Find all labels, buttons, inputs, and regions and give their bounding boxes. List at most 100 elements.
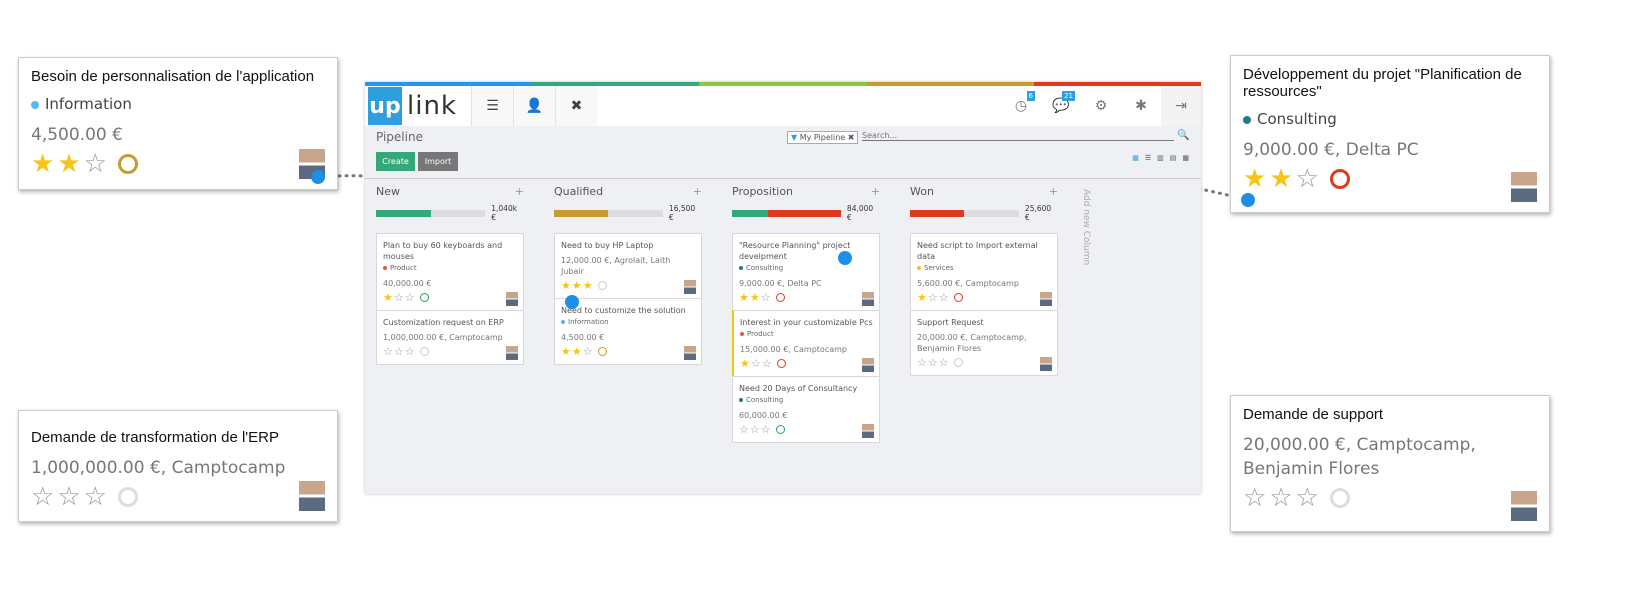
clock-icon[interactable] (117, 154, 138, 174)
chat-icon[interactable]: 💬 21 (1052, 91, 1075, 114)
clock-icon[interactable] (1329, 488, 1350, 508)
star-icon[interactable]: ☆ (393, 291, 404, 304)
star-icon[interactable]: ☆ (1295, 164, 1319, 194)
add-card-icon[interactable]: + (692, 185, 702, 198)
star-icon[interactable]: ☆ (1269, 483, 1293, 513)
gears-icon[interactable]: ⚙ (1094, 98, 1108, 114)
view-icon[interactable]: ▤ (1169, 154, 1177, 162)
view-switcher: ▦ ☰ ▥ ▤ ▦ (1132, 154, 1189, 162)
star-icon[interactable]: ★ (383, 291, 393, 304)
search-input[interactable] (862, 131, 1174, 141)
clock-icon[interactable] (775, 293, 785, 302)
clock-icon[interactable] (419, 347, 429, 356)
clock-icon[interactable] (1329, 169, 1350, 189)
star-icon[interactable]: ☆ (393, 345, 404, 358)
star-icon[interactable]: ☆ (917, 356, 927, 369)
remove-filter-icon[interactable]: ✖ (847, 133, 855, 142)
opportunity-card[interactable]: Plan to buy 60 keyboards and mouses Produ… (376, 233, 524, 311)
clock-icon[interactable] (419, 293, 429, 302)
star-icon[interactable]: ★ (561, 345, 571, 358)
star-icon[interactable]: ☆ (383, 345, 393, 358)
star-icon[interactable]: ★ (561, 279, 571, 292)
clock-icon[interactable] (117, 487, 138, 507)
rating[interactable]: ★ ★ ☆ (739, 291, 873, 304)
star-icon[interactable]: ★ (582, 279, 593, 292)
star-icon[interactable]: ★ (31, 149, 55, 179)
star-icon[interactable]: ★ (739, 291, 749, 304)
rating[interactable]: ★ ★ ☆ (561, 345, 695, 358)
star-icon[interactable]: ☆ (938, 291, 949, 304)
star-icon[interactable]: ★ (57, 149, 81, 179)
rating[interactable]: ☆ ☆ ☆ (31, 482, 325, 512)
view-icon[interactable]: ☰ (1144, 154, 1152, 162)
star-icon[interactable]: ☆ (57, 482, 81, 512)
rating[interactable]: ☆ ☆ ☆ (1243, 483, 1537, 513)
star-icon[interactable]: ☆ (739, 423, 749, 436)
import-button[interactable]: Import (418, 152, 458, 171)
clock-icon[interactable] (776, 359, 786, 368)
clock-icon[interactable] (597, 347, 607, 356)
star-icon[interactable]: ☆ (31, 482, 55, 512)
opportunity-card[interactable]: Need script to Import external data Servi… (910, 233, 1058, 311)
star-icon[interactable]: ☆ (1243, 483, 1267, 513)
star-icon[interactable]: ★ (740, 357, 750, 370)
rating[interactable]: ★ ★ ☆ (31, 149, 325, 179)
opportunity-card[interactable]: "Resource Planning" project develpment Co… (732, 233, 880, 311)
view-icon[interactable]: ▦ (1132, 154, 1139, 162)
star-icon[interactable]: ☆ (1295, 483, 1319, 513)
star-icon[interactable]: ☆ (927, 356, 938, 369)
filter-chip[interactable]: ▼ My Pipeline ✖ (787, 131, 859, 144)
menu-icon[interactable]: ☰ (471, 86, 513, 126)
opportunity-card[interactable]: Need 20 Days of Consultancy Consulting 60,… (732, 376, 880, 443)
star-icon[interactable]: ★ (749, 291, 760, 304)
opportunity-card[interactable]: Need to buy HP Laptop 12,000.00 €, Agrola… (554, 233, 702, 299)
star-icon[interactable]: ☆ (83, 149, 107, 179)
star-icon[interactable]: ☆ (760, 291, 771, 304)
star-icon[interactable]: ★ (1269, 164, 1293, 194)
opportunity-card[interactable]: Interest in your customizable Pcs Product… (732, 310, 880, 377)
close-icon[interactable]: ✖ (555, 86, 597, 126)
add-column-button[interactable]: Add new Column (1081, 189, 1091, 266)
star-icon[interactable]: ☆ (938, 356, 949, 369)
logo[interactable]: up link (365, 86, 471, 126)
opportunity-card[interactable]: Customization request on ERP 1,000,000.00… (376, 310, 524, 365)
rating[interactable]: ★ ☆ ☆ (740, 357, 873, 370)
clock-icon[interactable] (775, 425, 785, 434)
star-icon[interactable]: ☆ (750, 357, 761, 370)
opportunity-card[interactable]: Support Request 20,000.00 €, Camptocamp, … (910, 310, 1058, 376)
star-icon[interactable]: ☆ (404, 345, 415, 358)
star-icon[interactable]: ☆ (582, 345, 593, 358)
opportunity-card[interactable]: Need to customize the solution Informatio… (554, 298, 702, 365)
star-icon[interactable]: ☆ (761, 357, 772, 370)
user-icon[interactable]: 👤 (513, 86, 555, 126)
view-icon[interactable]: ▦ (1182, 154, 1189, 162)
star-icon[interactable]: ☆ (749, 423, 760, 436)
add-card-icon[interactable]: + (870, 185, 880, 198)
clock-icon[interactable] (597, 281, 607, 290)
clock-icon[interactable] (953, 358, 963, 367)
star-icon[interactable]: ☆ (404, 291, 415, 304)
star-icon[interactable]: ★ (917, 291, 927, 304)
star-icon[interactable]: ★ (1243, 164, 1267, 194)
clock-icon[interactable]: ◷ 6 (1014, 91, 1035, 114)
star-icon[interactable]: ★ (571, 345, 582, 358)
rating[interactable]: ☆ ☆ ☆ (917, 356, 1051, 369)
rating[interactable]: ☆ ☆ ☆ (383, 345, 517, 358)
add-card-icon[interactable]: + (1048, 185, 1058, 198)
star-icon[interactable]: ☆ (83, 482, 107, 512)
rating[interactable]: ☆ ☆ ☆ (739, 423, 873, 436)
add-card-icon[interactable]: + (514, 185, 524, 198)
create-button[interactable]: Create (376, 152, 415, 171)
rating[interactable]: ★ ★ ★ (561, 279, 695, 292)
rating[interactable]: ★ ☆ ☆ (917, 291, 1051, 304)
search-icon[interactable]: 🔍 (1177, 130, 1190, 141)
star-icon[interactable]: ☆ (760, 423, 771, 436)
star-icon[interactable]: ☆ (927, 291, 938, 304)
logout-icon[interactable]: ⇥ (1161, 86, 1201, 126)
rating[interactable]: ★ ☆ ☆ (383, 291, 517, 304)
clock-icon[interactable] (953, 293, 963, 302)
view-icon[interactable]: ▥ (1157, 154, 1164, 162)
rating[interactable]: ★ ★ ☆ (1243, 164, 1537, 194)
star-icon[interactable]: ★ (571, 279, 582, 292)
bug-icon[interactable]: ✱ (1135, 98, 1147, 114)
